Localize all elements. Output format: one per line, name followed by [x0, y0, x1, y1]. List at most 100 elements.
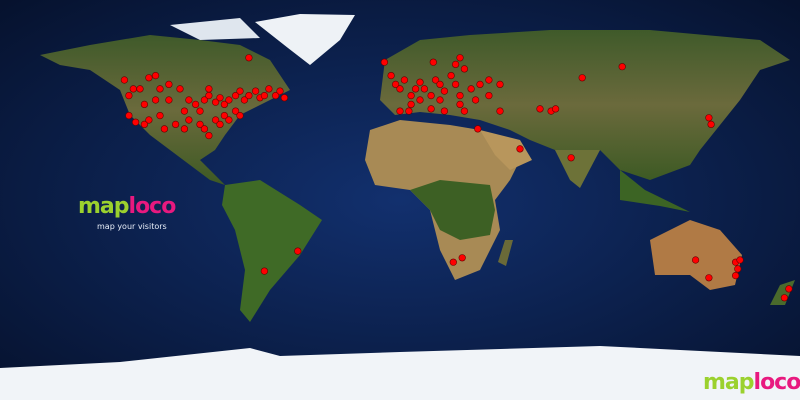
visitor-marker: [407, 91, 415, 100]
visitor-marker: [220, 100, 228, 108]
visitor-marker: [232, 107, 240, 115]
visitor-marker: [396, 85, 404, 93]
visitor-marker: [129, 85, 137, 93]
eurasia: [380, 30, 790, 180]
visitor-marker: [165, 96, 173, 104]
visitor-marker: [180, 125, 188, 133]
visitor-marker: [185, 96, 193, 104]
arctic-islands: [170, 18, 260, 40]
visitor-marker: [420, 85, 429, 93]
visitor-marker: [205, 91, 213, 100]
corner-logo-loco-text: loco: [753, 370, 800, 395]
visitor-marker: [427, 91, 435, 100]
visitor-marker: [392, 80, 400, 88]
visitor-marker: [245, 91, 253, 100]
visitor-marker: [265, 85, 273, 93]
visitor-marker: [145, 116, 153, 124]
visitor-marker: [467, 85, 475, 93]
visitor-marker: [136, 85, 144, 93]
visitor-marker: [152, 71, 160, 80]
visitor-marker: [449, 258, 457, 266]
logo-tagline: map your visitors: [97, 222, 167, 231]
visitor-marker: [458, 254, 466, 262]
australia: [650, 220, 742, 290]
visitor-marker: [436, 80, 444, 88]
visitor-marker: [276, 87, 284, 95]
visitor-marker: [165, 80, 173, 88]
logo-loco-text: loco: [128, 194, 177, 219]
visitor-marker: [125, 111, 133, 120]
india: [555, 150, 600, 188]
visitor-marker: [176, 85, 184, 93]
visitor-marker: [691, 256, 700, 264]
visitor-marker: [456, 100, 464, 108]
visitor-marker: [427, 105, 435, 113]
visitor-markers: [120, 54, 793, 302]
visitor-marker: [452, 60, 460, 69]
maploco-logo[interactable]: maploco: [78, 194, 177, 219]
visitor-marker: [485, 76, 493, 84]
visitor-marker: [496, 107, 504, 115]
visitor-marker: [396, 107, 404, 115]
visitor-marker: [578, 74, 586, 82]
visitor-marker: [212, 116, 220, 124]
visitor-marker: [536, 105, 544, 113]
visitor-marker: [400, 76, 409, 84]
corner-logo-map-text: map: [703, 370, 755, 395]
visitor-marker: [516, 145, 524, 153]
visitor-marker: [387, 71, 395, 80]
visitor-marker: [205, 132, 213, 140]
visitor-marker: [185, 116, 193, 124]
north-america: [40, 35, 290, 185]
visitor-marker: [456, 54, 464, 62]
visitor-marker: [460, 65, 469, 73]
visitor-marker: [496, 80, 504, 88]
visitor-marker: [140, 120, 148, 128]
visitor-marker: [196, 107, 204, 115]
visitor-marker: [412, 85, 420, 93]
visitor-marker: [405, 107, 413, 115]
visitor-marker: [432, 76, 440, 84]
visitor-marker: [236, 111, 244, 120]
greenland: [255, 14, 355, 65]
visitor-marker: [196, 120, 204, 128]
visitor-marker: [456, 91, 464, 100]
visitor-marker: [476, 80, 484, 88]
visitor-marker: [225, 96, 233, 104]
visitor-marker: [734, 265, 742, 273]
visitor-marker: [212, 98, 220, 106]
visitor-marker: [452, 80, 460, 88]
visitor-marker: [160, 125, 168, 133]
visitor-marker: [236, 87, 244, 95]
visitor-marker: [180, 107, 188, 115]
south-america: [222, 180, 322, 322]
madagascar: [498, 240, 513, 266]
visitor-marker: [460, 107, 469, 115]
visitor-marker: [200, 96, 208, 104]
visitor-marker: [140, 100, 148, 108]
visitor-marker: [440, 87, 449, 95]
visitor-marker: [272, 91, 280, 100]
visitor-marker: [294, 247, 302, 255]
visitor-marker: [380, 58, 389, 66]
visitor-marker: [245, 54, 253, 62]
visitor-marker: [485, 91, 493, 100]
visitor-marker: [260, 91, 269, 100]
visitor-marker: [152, 96, 160, 104]
visitor-marker: [145, 74, 153, 82]
visitor-marker: [220, 111, 228, 120]
maploco-corner-logo[interactable]: maploco: [703, 372, 800, 394]
visitor-marker: [125, 91, 133, 100]
visitor-marker: [472, 96, 480, 104]
central-africa: [410, 180, 495, 240]
visitor-marker: [416, 96, 424, 104]
visitor-marker: [192, 100, 200, 108]
antarctica: [0, 346, 800, 400]
visitor-marker: [120, 76, 128, 84]
visitor-marker: [240, 96, 248, 104]
visitor-marker: [216, 94, 224, 102]
visitor-marker: [172, 120, 180, 128]
visitor-marker: [618, 63, 626, 71]
visitor-marker: [156, 111, 164, 120]
